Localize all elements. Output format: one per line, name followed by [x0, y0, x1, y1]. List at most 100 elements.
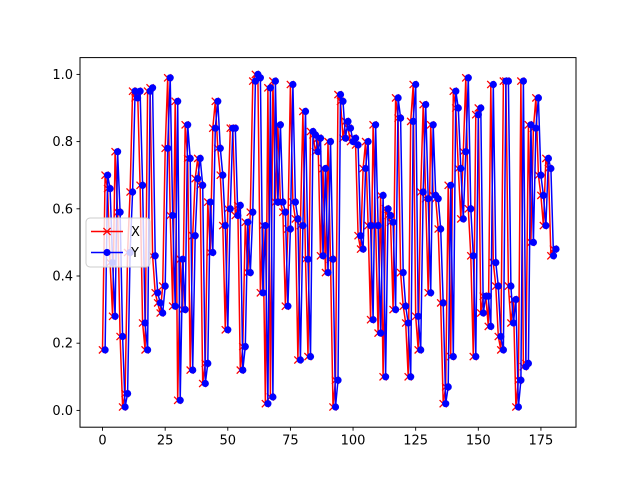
point-marker: [367, 222, 375, 230]
legend-label: X: [131, 225, 140, 240]
point-marker: [194, 175, 202, 183]
point-marker: [264, 400, 272, 408]
point-marker: [409, 117, 417, 125]
legend-entry-y: Y: [91, 246, 139, 261]
point-marker: [444, 383, 452, 391]
point-marker: [104, 171, 112, 179]
point-marker: [537, 171, 545, 179]
point-marker: [547, 164, 555, 173]
point-marker: [407, 373, 415, 381]
point-marker: [166, 74, 174, 82]
point-marker: [129, 188, 137, 196]
point-marker: [377, 329, 385, 337]
point-marker: [266, 84, 274, 92]
point-marker: [512, 295, 520, 304]
point-marker: [319, 252, 327, 260]
point-marker: [206, 198, 214, 206]
point-marker: [186, 154, 194, 162]
y-axis: 0.0 0.2 0.4 0.6 0.8 1.0: [52, 68, 80, 419]
legend-x-marker-icon: [102, 227, 112, 236]
point-marker: [477, 104, 485, 112]
point-marker: [487, 322, 495, 330]
point-marker: [124, 390, 132, 398]
y-tick-label: 1.0: [52, 68, 73, 83]
point-marker: [419, 188, 427, 196]
point-marker: [397, 114, 405, 122]
point-marker: [111, 312, 119, 320]
point-marker: [329, 255, 337, 263]
legend-entry-x: X: [91, 225, 140, 240]
point-marker: [269, 393, 277, 401]
point-marker: [341, 134, 350, 142]
point-marker: [427, 289, 435, 297]
point-marker: [352, 134, 360, 142]
point-marker: [299, 222, 307, 230]
point-marker: [382, 373, 390, 381]
point-marker: [517, 376, 525, 384]
point-marker: [136, 87, 144, 95]
point-marker: [497, 332, 505, 341]
point-marker: [437, 225, 445, 233]
point-marker: [131, 87, 139, 95]
point-marker: [116, 208, 124, 216]
point-marker: [539, 191, 548, 199]
point-marker: [154, 289, 162, 297]
point-marker: [389, 218, 397, 226]
y-tick-label: 0.6: [52, 202, 73, 217]
point-marker: [422, 101, 430, 109]
legend-label: Y: [130, 246, 139, 261]
point-marker: [301, 107, 310, 115]
point-marker: [549, 252, 558, 260]
legend-circle-marker-icon: [103, 248, 111, 257]
point-marker: [412, 80, 420, 89]
point-marker: [256, 74, 264, 82]
point-marker: [179, 255, 187, 263]
point-marker: [246, 269, 254, 277]
point-marker: [467, 205, 475, 213]
point-marker: [119, 332, 127, 341]
point-marker: [134, 94, 142, 102]
point-marker: [159, 309, 167, 317]
point-marker: [462, 148, 470, 156]
point-marker: [214, 97, 222, 105]
point-marker: [306, 353, 315, 361]
point-marker: [399, 269, 407, 277]
point-marker: [372, 121, 380, 129]
point-marker: [161, 282, 169, 290]
point-marker: [464, 74, 472, 82]
point-marker: [196, 154, 204, 162]
point-marker: [524, 359, 533, 367]
point-marker: [279, 198, 287, 206]
point-marker: [164, 144, 172, 152]
point-marker: [209, 248, 217, 257]
point-marker: [439, 299, 447, 307]
point-marker: [452, 87, 460, 95]
point-marker: [216, 144, 224, 152]
point-marker: [357, 232, 365, 240]
point-marker: [492, 259, 500, 267]
point-marker: [189, 366, 197, 374]
point-marker: [286, 225, 294, 233]
point-marker: [121, 403, 129, 411]
point-marker: [261, 222, 269, 230]
point-marker: [224, 326, 232, 334]
point-marker: [402, 302, 410, 310]
point-marker: [271, 77, 279, 85]
point-marker: [336, 91, 345, 99]
point-marker: [231, 124, 239, 132]
point-marker: [417, 346, 425, 354]
point-marker: [326, 138, 335, 146]
point-marker: [149, 84, 157, 92]
point-marker: [394, 94, 402, 102]
point-marker: [174, 97, 182, 105]
point-marker: [184, 121, 192, 129]
point-marker: [219, 171, 227, 179]
point-marker: [519, 77, 528, 85]
point-marker: [114, 148, 122, 156]
point-marker: [211, 124, 219, 132]
point-marker: [534, 94, 543, 102]
point-marker: [304, 255, 312, 263]
point-marker: [226, 205, 234, 213]
point-marker: [449, 353, 457, 361]
